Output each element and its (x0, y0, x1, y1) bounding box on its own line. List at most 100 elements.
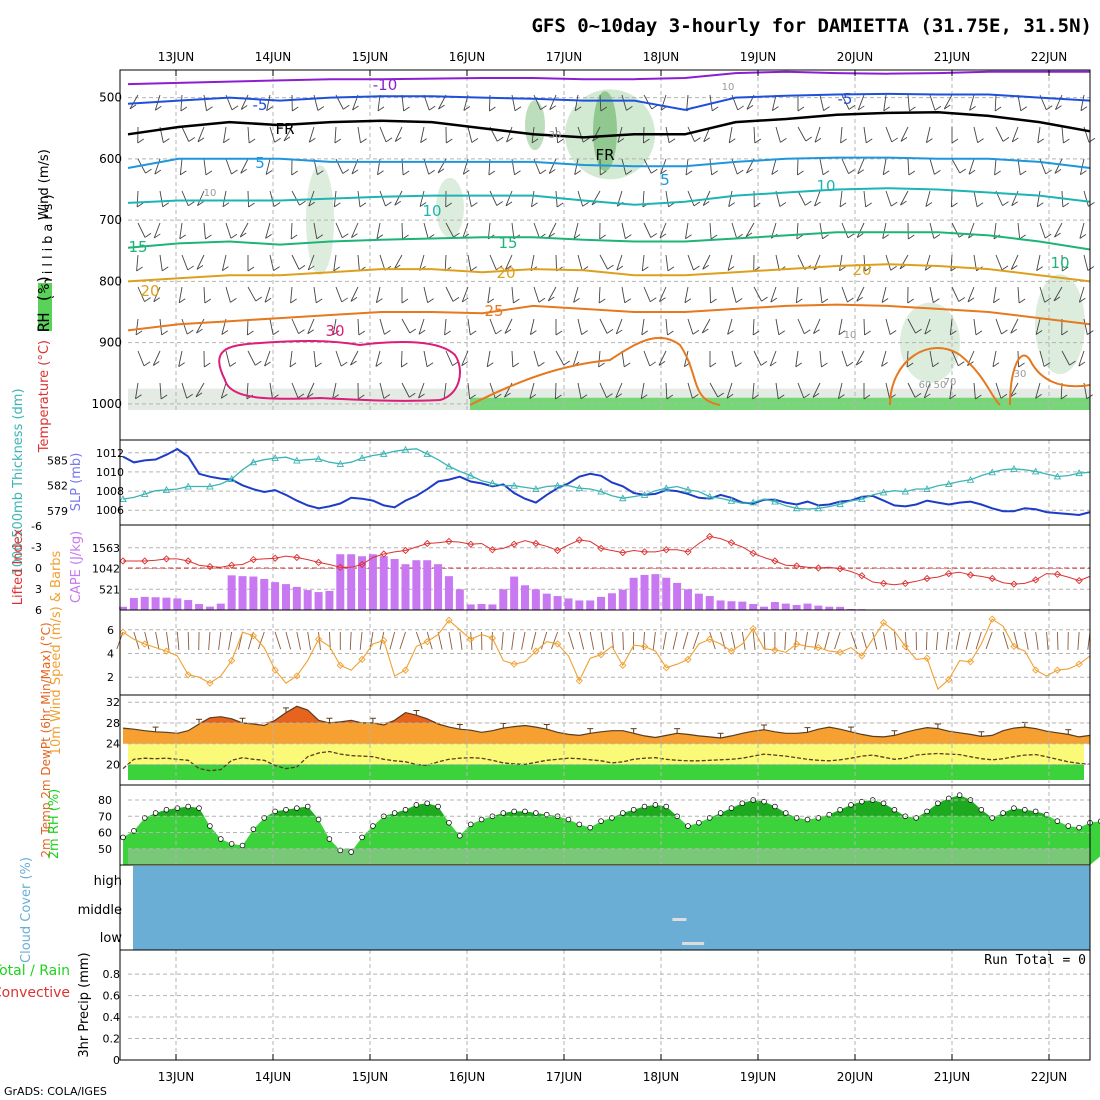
wind10m-point (988, 615, 996, 623)
wind-barb-flag (136, 266, 143, 272)
isotherm-25-blob (889, 347, 1001, 406)
wind-barb-flag (266, 106, 273, 112)
wind-barb-flag (934, 170, 941, 175)
wind-barb (529, 318, 535, 335)
wind-barb (752, 318, 755, 336)
wind10m-barb (794, 631, 798, 650)
wind-barb-flag (247, 266, 255, 272)
rh-shade-blob (436, 177, 464, 238)
wind-barb-flag (728, 202, 735, 208)
cape-bar (825, 606, 834, 610)
wind-barb-flag (1080, 170, 1087, 175)
cape-axis-label-group: CAPE (J/kg) (69, 531, 84, 603)
wind-barb (924, 254, 931, 271)
li-point (1032, 576, 1040, 584)
li-point (184, 557, 192, 565)
wind10m-barb (642, 631, 645, 650)
wind-barb-flag (418, 393, 425, 399)
wind-barb-flag (334, 202, 341, 208)
rh-point (783, 810, 789, 816)
wind-barb (181, 254, 189, 271)
wind-barb (548, 158, 557, 174)
wind10m-barb (622, 631, 624, 651)
wind10m-barb (1035, 631, 1039, 650)
wind-barb (225, 350, 231, 367)
cape-bar (477, 604, 486, 610)
wind-barb-flag (557, 138, 564, 144)
wind-tick: 2 (107, 671, 114, 684)
wind-barb-flag (1019, 170, 1027, 176)
wind-barb-flag (531, 202, 538, 208)
isotherm-10 (127, 187, 1091, 206)
wind-barb (621, 286, 626, 303)
wind10m-point (706, 635, 714, 643)
wind-barb-flag (1078, 361, 1086, 367)
thickness-point (510, 481, 518, 489)
isotherm-label: 15 (128, 238, 147, 256)
wind-barb-flag (666, 394, 674, 400)
cape-bar (205, 606, 214, 610)
cape-bar (510, 576, 519, 610)
wind-barb (203, 94, 207, 111)
li-point (749, 549, 757, 557)
wind10m-point (793, 640, 801, 648)
wind-barb (643, 94, 653, 110)
wind-barb-flag (299, 200, 306, 206)
wind-barb (907, 318, 916, 334)
svg-text:RH (%): RH (%) (34, 274, 53, 332)
date-label-top: 13JUN (158, 50, 195, 64)
wind10m-barb (166, 631, 170, 650)
wind-barb (709, 222, 712, 239)
wind10m-barb (415, 631, 423, 650)
cape-bar (173, 598, 182, 610)
wind-barb (950, 190, 953, 208)
cape-bar (423, 560, 432, 610)
thickness-point (466, 471, 475, 479)
wind-barb-flag (856, 233, 864, 238)
wind-barb (423, 350, 428, 367)
rh-point (424, 800, 430, 806)
wind10m-barb (752, 631, 756, 650)
wind-barb-flag (607, 264, 614, 270)
wind-barb-flag (797, 170, 804, 176)
wind-barb-flag (907, 298, 914, 304)
wind-barb-flag (692, 394, 699, 399)
wind-barb-flag (428, 169, 435, 175)
wind-barb-flag (248, 138, 256, 144)
wind-barb-flag (900, 200, 907, 206)
wind-barb (335, 350, 342, 367)
rh-point (880, 800, 887, 806)
wind-barb (995, 254, 1003, 271)
rh-point (163, 806, 170, 813)
rh-shade-blob (1035, 274, 1085, 375)
rh-point (1032, 808, 1039, 815)
wind-barb (923, 382, 931, 399)
wind-barb (967, 286, 975, 303)
date-label-top: 18JUN (643, 50, 680, 64)
cape-bar (607, 593, 616, 610)
wind10m-point (467, 635, 475, 643)
wind-barb (577, 318, 583, 335)
rh-point (304, 803, 311, 810)
slp-tick: 1006 (96, 504, 124, 517)
wind-barb-flag (221, 330, 229, 335)
wind-barb-flag (428, 105, 436, 111)
wind-barb-flag (401, 362, 408, 368)
rh-point (272, 808, 278, 815)
rh-point (1000, 810, 1006, 816)
wind-barb (313, 222, 318, 239)
wind-barb-flag (582, 137, 590, 143)
wind-barb-flag (950, 330, 957, 336)
wind-barb-flag (135, 394, 142, 400)
wind-barb (1009, 382, 1019, 398)
li-point (553, 546, 562, 555)
wind-barb-flag (994, 170, 1001, 176)
wind-barb (240, 94, 249, 110)
isotherm-label: 20 (140, 282, 159, 300)
rh-label: 10 (722, 82, 735, 93)
wind-barb-flag (274, 137, 281, 143)
thickness-axis-label: 1000-500mb Thickness (dm) (11, 388, 26, 575)
wind10m-barb (692, 631, 700, 650)
precip-tick: 0.2 (103, 1033, 121, 1046)
cape-bar (488, 604, 497, 610)
